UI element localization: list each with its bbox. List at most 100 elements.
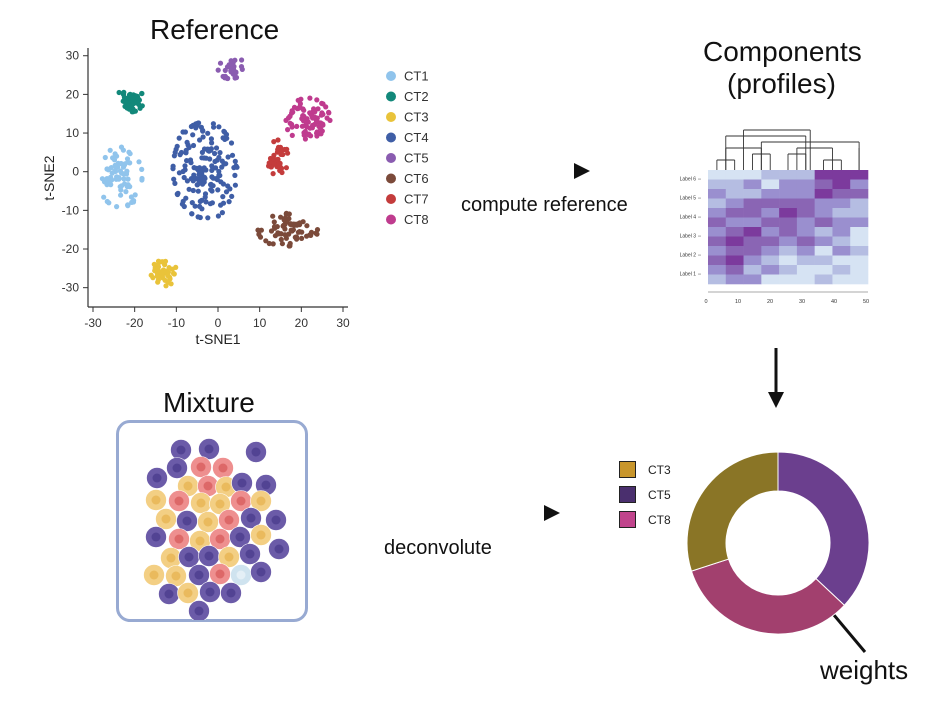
tsne-point	[165, 273, 171, 279]
tsne-point	[136, 159, 142, 165]
tsne-point	[190, 187, 196, 194]
heatmap-cell	[796, 227, 815, 237]
tsne-point	[129, 95, 135, 101]
tsne-point	[208, 136, 214, 142]
legend-label-ct1: CT1	[404, 69, 429, 84]
heatmap-cell	[814, 179, 833, 190]
heatmap-cell	[832, 265, 851, 275]
heatmap-cell	[814, 236, 833, 247]
tsne-point	[112, 151, 118, 157]
tsne-xtick-label: 0	[215, 316, 222, 330]
tsne-point	[302, 128, 308, 135]
yellow-cell	[145, 489, 167, 511]
heatmap-cell	[850, 236, 869, 247]
heatmap-cell	[850, 179, 869, 190]
heatmap-cell	[850, 227, 869, 237]
legend-label-ct7: CT7	[404, 192, 429, 207]
heatmap-cell	[814, 255, 833, 266]
tsne-ytick-label: -30	[62, 281, 80, 295]
heatmap-cell	[779, 236, 798, 247]
tsne-point	[224, 64, 231, 70]
tsne-point	[215, 187, 221, 193]
tsne-point	[232, 182, 238, 188]
tsne-point	[124, 183, 130, 190]
tsne-point	[213, 145, 220, 151]
heatmap-row-label: Label 5	[680, 196, 697, 202]
tsne-point	[208, 187, 214, 193]
tsne-point	[197, 214, 203, 221]
heatmap-cell	[832, 189, 851, 199]
tsne-point	[190, 132, 196, 138]
heatmap-cell	[725, 198, 744, 209]
yellow-cell	[197, 511, 219, 533]
tsne-point	[232, 172, 238, 178]
tsne-point	[181, 174, 187, 181]
heatmap-cell	[708, 198, 727, 209]
tsne-point	[166, 265, 172, 271]
tsne-point	[118, 187, 124, 193]
tsne-point	[275, 137, 281, 143]
tsne-point	[209, 140, 215, 146]
tsne-point	[186, 186, 192, 192]
tsne-point	[223, 189, 230, 195]
tsne-point	[101, 179, 108, 185]
tsne-point	[220, 135, 226, 141]
tsne-point	[155, 262, 161, 268]
tsne-point	[125, 176, 131, 182]
heatmap-cell	[725, 208, 744, 218]
heatmap-cell	[796, 208, 815, 218]
pink-cell	[168, 528, 190, 550]
heatmap-cell	[796, 246, 815, 256]
pink-cell	[190, 456, 212, 478]
heatmap-x-tick-label: 0	[704, 299, 707, 305]
tsne-point	[104, 198, 110, 205]
heatmap-cell	[708, 227, 727, 237]
tsne-point	[104, 166, 110, 172]
tsne-point	[114, 204, 120, 210]
tsne-point	[160, 259, 166, 265]
tsne-point	[295, 221, 301, 227]
tsne-point	[188, 160, 194, 166]
tsne-point	[120, 164, 127, 170]
heatmap-cell	[832, 198, 851, 209]
heatmap-cell	[708, 208, 727, 218]
tsne-point	[279, 169, 285, 176]
tsne-point	[176, 170, 182, 176]
heatmap-cell	[832, 208, 851, 218]
yellow-cell	[250, 524, 272, 546]
tsne-point	[295, 229, 301, 235]
tsne-point	[170, 270, 177, 276]
heatmap-cell	[796, 170, 815, 180]
legend-swatch-ct6	[386, 173, 396, 184]
tsne-point	[119, 170, 125, 176]
tsne-point	[203, 199, 209, 205]
tsne-ytick-label: -20	[62, 242, 80, 256]
tsne-point	[189, 211, 195, 217]
heatmap-cells	[708, 170, 869, 293]
tsne-point	[257, 234, 264, 240]
tsne-point	[193, 176, 200, 182]
tsne-point	[207, 156, 213, 162]
tsne-point	[137, 105, 143, 111]
compute-arrow	[516, 163, 590, 179]
tsne-point	[125, 159, 131, 165]
tsne-point	[275, 156, 281, 162]
donut-legend-item-ct3: CT3	[619, 457, 671, 482]
heatmap-figure: Label 6 Label 5 Label 4 Label 3 Label 2 Label…	[680, 129, 869, 305]
tsne-point	[210, 165, 216, 171]
tsne-point	[170, 166, 176, 172]
heatmap-cell	[832, 274, 851, 285]
tsne-point	[209, 200, 215, 206]
tsne-point	[195, 188, 201, 194]
heatmap-cell	[708, 217, 727, 228]
tsne-point	[111, 157, 118, 163]
heatmap-cell	[814, 265, 833, 275]
tsne-point	[302, 136, 308, 142]
tsne-point	[208, 181, 214, 187]
tsne-point	[289, 124, 295, 130]
tsne-point	[201, 174, 208, 180]
tsne-point	[180, 129, 186, 135]
tsne-point	[233, 69, 239, 75]
tsne-point	[299, 123, 305, 129]
heatmap-cell	[708, 274, 727, 285]
